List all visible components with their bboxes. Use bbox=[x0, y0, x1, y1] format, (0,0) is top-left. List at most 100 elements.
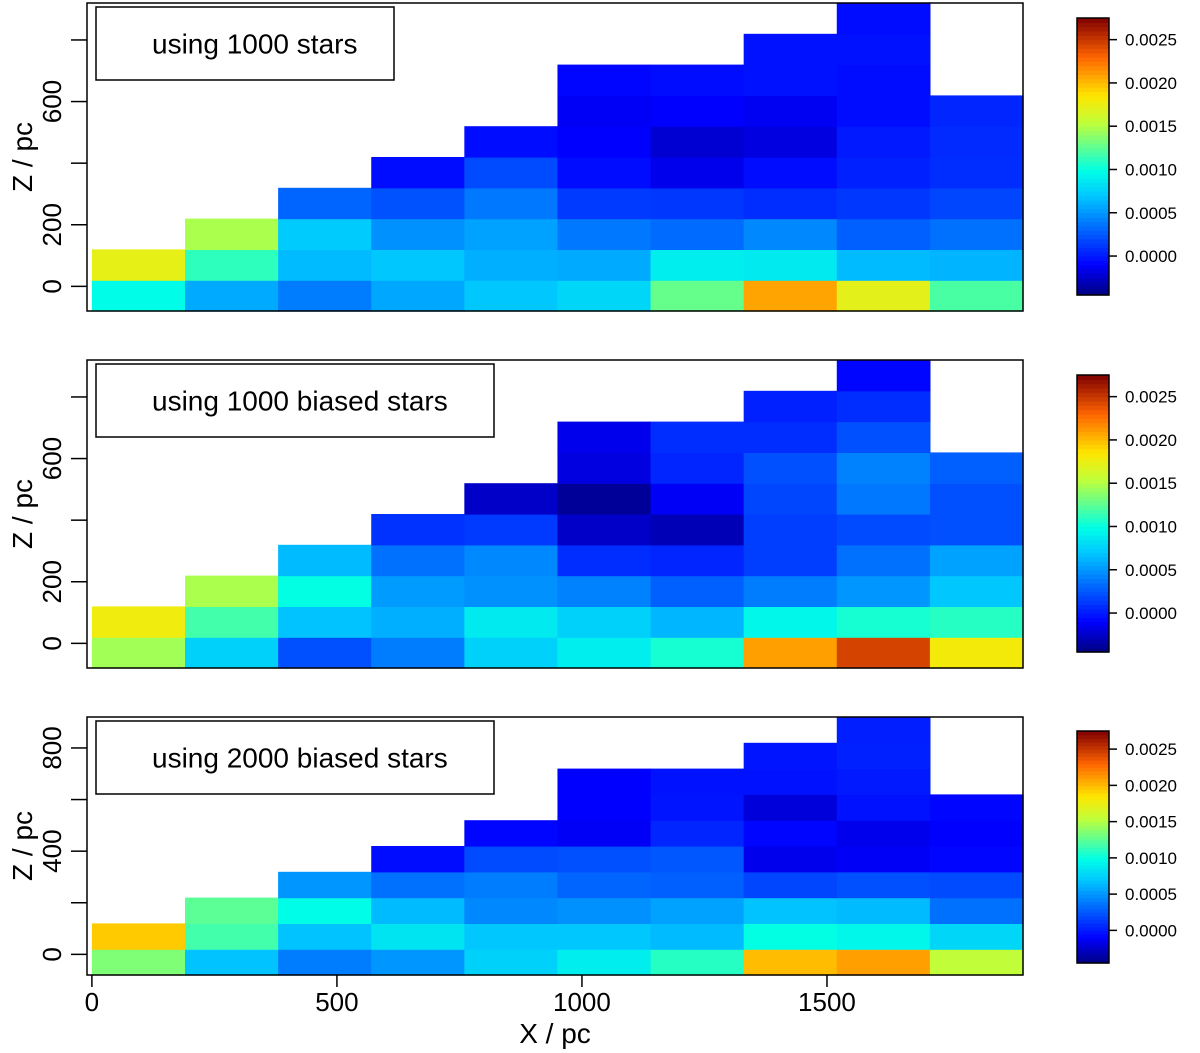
heatmap-cell bbox=[278, 637, 372, 669]
heatmap-cell bbox=[650, 544, 745, 577]
heatmap-cell bbox=[91, 949, 186, 976]
colorbar-step bbox=[1077, 165, 1109, 171]
annotation-text: using 1000 biased stars bbox=[152, 386, 448, 417]
heatmap-cell bbox=[278, 871, 372, 899]
heatmap-cell bbox=[650, 949, 745, 976]
colorbar-step bbox=[1077, 959, 1109, 964]
heatmap-cell bbox=[836, 575, 931, 607]
heatmap-cell bbox=[929, 820, 1024, 847]
colorbar-step bbox=[1077, 630, 1109, 636]
colorbar-step bbox=[1077, 78, 1109, 84]
colorbar-step bbox=[1077, 752, 1109, 757]
heatmap-cell bbox=[929, 544, 1024, 577]
heatmap-cell bbox=[836, 421, 931, 453]
colorbar-step bbox=[1077, 65, 1109, 71]
colorbar-step bbox=[1077, 100, 1109, 106]
colorbar-step bbox=[1077, 763, 1109, 768]
x-axis-label: X / pc bbox=[519, 1018, 591, 1049]
heatmap-cell bbox=[743, 33, 838, 66]
heatmap-cell bbox=[464, 157, 559, 189]
colorbar-step bbox=[1077, 108, 1109, 114]
heatmap-cell bbox=[185, 949, 279, 976]
heatmap-cell bbox=[557, 95, 652, 127]
colorbar-step bbox=[1077, 894, 1109, 899]
colorbar-step bbox=[1077, 595, 1109, 601]
annotation-box bbox=[95, 720, 495, 795]
heatmap-cell bbox=[929, 483, 1024, 515]
heatmap-cell bbox=[278, 897, 372, 924]
colorbar-tick-label: 0.0010 bbox=[1125, 160, 1177, 179]
heatmap-cell bbox=[836, 390, 931, 423]
y-tick-label: 0 bbox=[37, 947, 67, 961]
heatmap-cell bbox=[743, 923, 838, 950]
heatmap-cell bbox=[557, 846, 652, 873]
colorbar-step bbox=[1077, 734, 1109, 739]
heatmap-cell bbox=[929, 923, 1024, 950]
colorbar-step bbox=[1077, 43, 1109, 49]
colorbar-step bbox=[1077, 741, 1109, 747]
heatmap-cell bbox=[371, 575, 465, 607]
heatmap-cell bbox=[464, 637, 559, 669]
heatmap-cell bbox=[836, 923, 931, 950]
colorbar-step bbox=[1077, 774, 1109, 779]
heatmap-cell bbox=[836, 95, 931, 127]
heatmap-cell bbox=[743, 421, 838, 453]
plot-frame bbox=[86, 2, 1024, 312]
colorbar-step bbox=[1077, 465, 1109, 471]
colorbar-step bbox=[1077, 901, 1109, 906]
colorbar-step bbox=[1077, 69, 1109, 75]
heatmap-cell bbox=[836, 949, 931, 976]
colorbar-step bbox=[1077, 431, 1109, 437]
heatmap-cell bbox=[464, 249, 559, 281]
colorbar-step bbox=[1077, 582, 1109, 588]
colorbar-tick-label: 0.0000 bbox=[1125, 604, 1177, 623]
colorbar-step bbox=[1077, 552, 1109, 558]
colorbar-step bbox=[1077, 439, 1109, 445]
y-tick-label: 800 bbox=[37, 726, 67, 769]
colorbar-step bbox=[1077, 814, 1109, 819]
colorbar-tick-label: 0.0015 bbox=[1125, 813, 1177, 832]
colorbar-step bbox=[1077, 392, 1109, 398]
colorbar-step bbox=[1077, 139, 1109, 145]
heatmap-cell bbox=[650, 575, 745, 607]
heatmap-cell bbox=[557, 923, 652, 950]
heatmap-cell bbox=[464, 606, 559, 638]
colorbar-tick-label: 0.0015 bbox=[1125, 117, 1177, 136]
colorbar-step bbox=[1077, 865, 1109, 870]
heatmap-cell bbox=[650, 421, 745, 453]
colorbar-step bbox=[1077, 491, 1109, 497]
colorbar-step bbox=[1077, 760, 1109, 765]
colorbar-frame bbox=[1076, 730, 1110, 964]
y-axis-label: Z / pc bbox=[7, 479, 38, 549]
heatmap-cell bbox=[929, 452, 1024, 484]
heatmap-cell bbox=[557, 157, 652, 189]
heatmap-cell bbox=[557, 949, 652, 976]
heatmap-cell bbox=[91, 637, 186, 669]
heatmap-cell bbox=[743, 187, 838, 220]
heatmap-cell bbox=[371, 637, 465, 669]
heatmap-cell bbox=[836, 717, 931, 744]
colorbar-step bbox=[1077, 792, 1109, 797]
colorbar-step bbox=[1077, 396, 1109, 402]
heatmap-cell bbox=[557, 820, 652, 847]
colorbar-step bbox=[1077, 204, 1109, 210]
heatmap-cell bbox=[185, 637, 279, 669]
heatmap-cell bbox=[278, 575, 372, 607]
heatmap-cell bbox=[371, 897, 465, 924]
colorbar-step bbox=[1077, 872, 1109, 877]
heatmap-cell bbox=[650, 126, 745, 158]
heatmap-cell bbox=[464, 126, 559, 158]
heatmap-cell bbox=[650, 157, 745, 189]
heatmap-cell bbox=[464, 280, 559, 312]
colorbar-step bbox=[1077, 731, 1109, 736]
heatmap-cell bbox=[91, 923, 186, 950]
colorbar-step bbox=[1077, 91, 1109, 97]
colorbar-step bbox=[1077, 604, 1109, 610]
heatmap-cell bbox=[836, 360, 931, 392]
colorbar-step bbox=[1077, 282, 1109, 287]
colorbar-step bbox=[1077, 828, 1109, 834]
colorbar-step bbox=[1077, 548, 1109, 554]
heatmap-cell bbox=[836, 742, 931, 770]
